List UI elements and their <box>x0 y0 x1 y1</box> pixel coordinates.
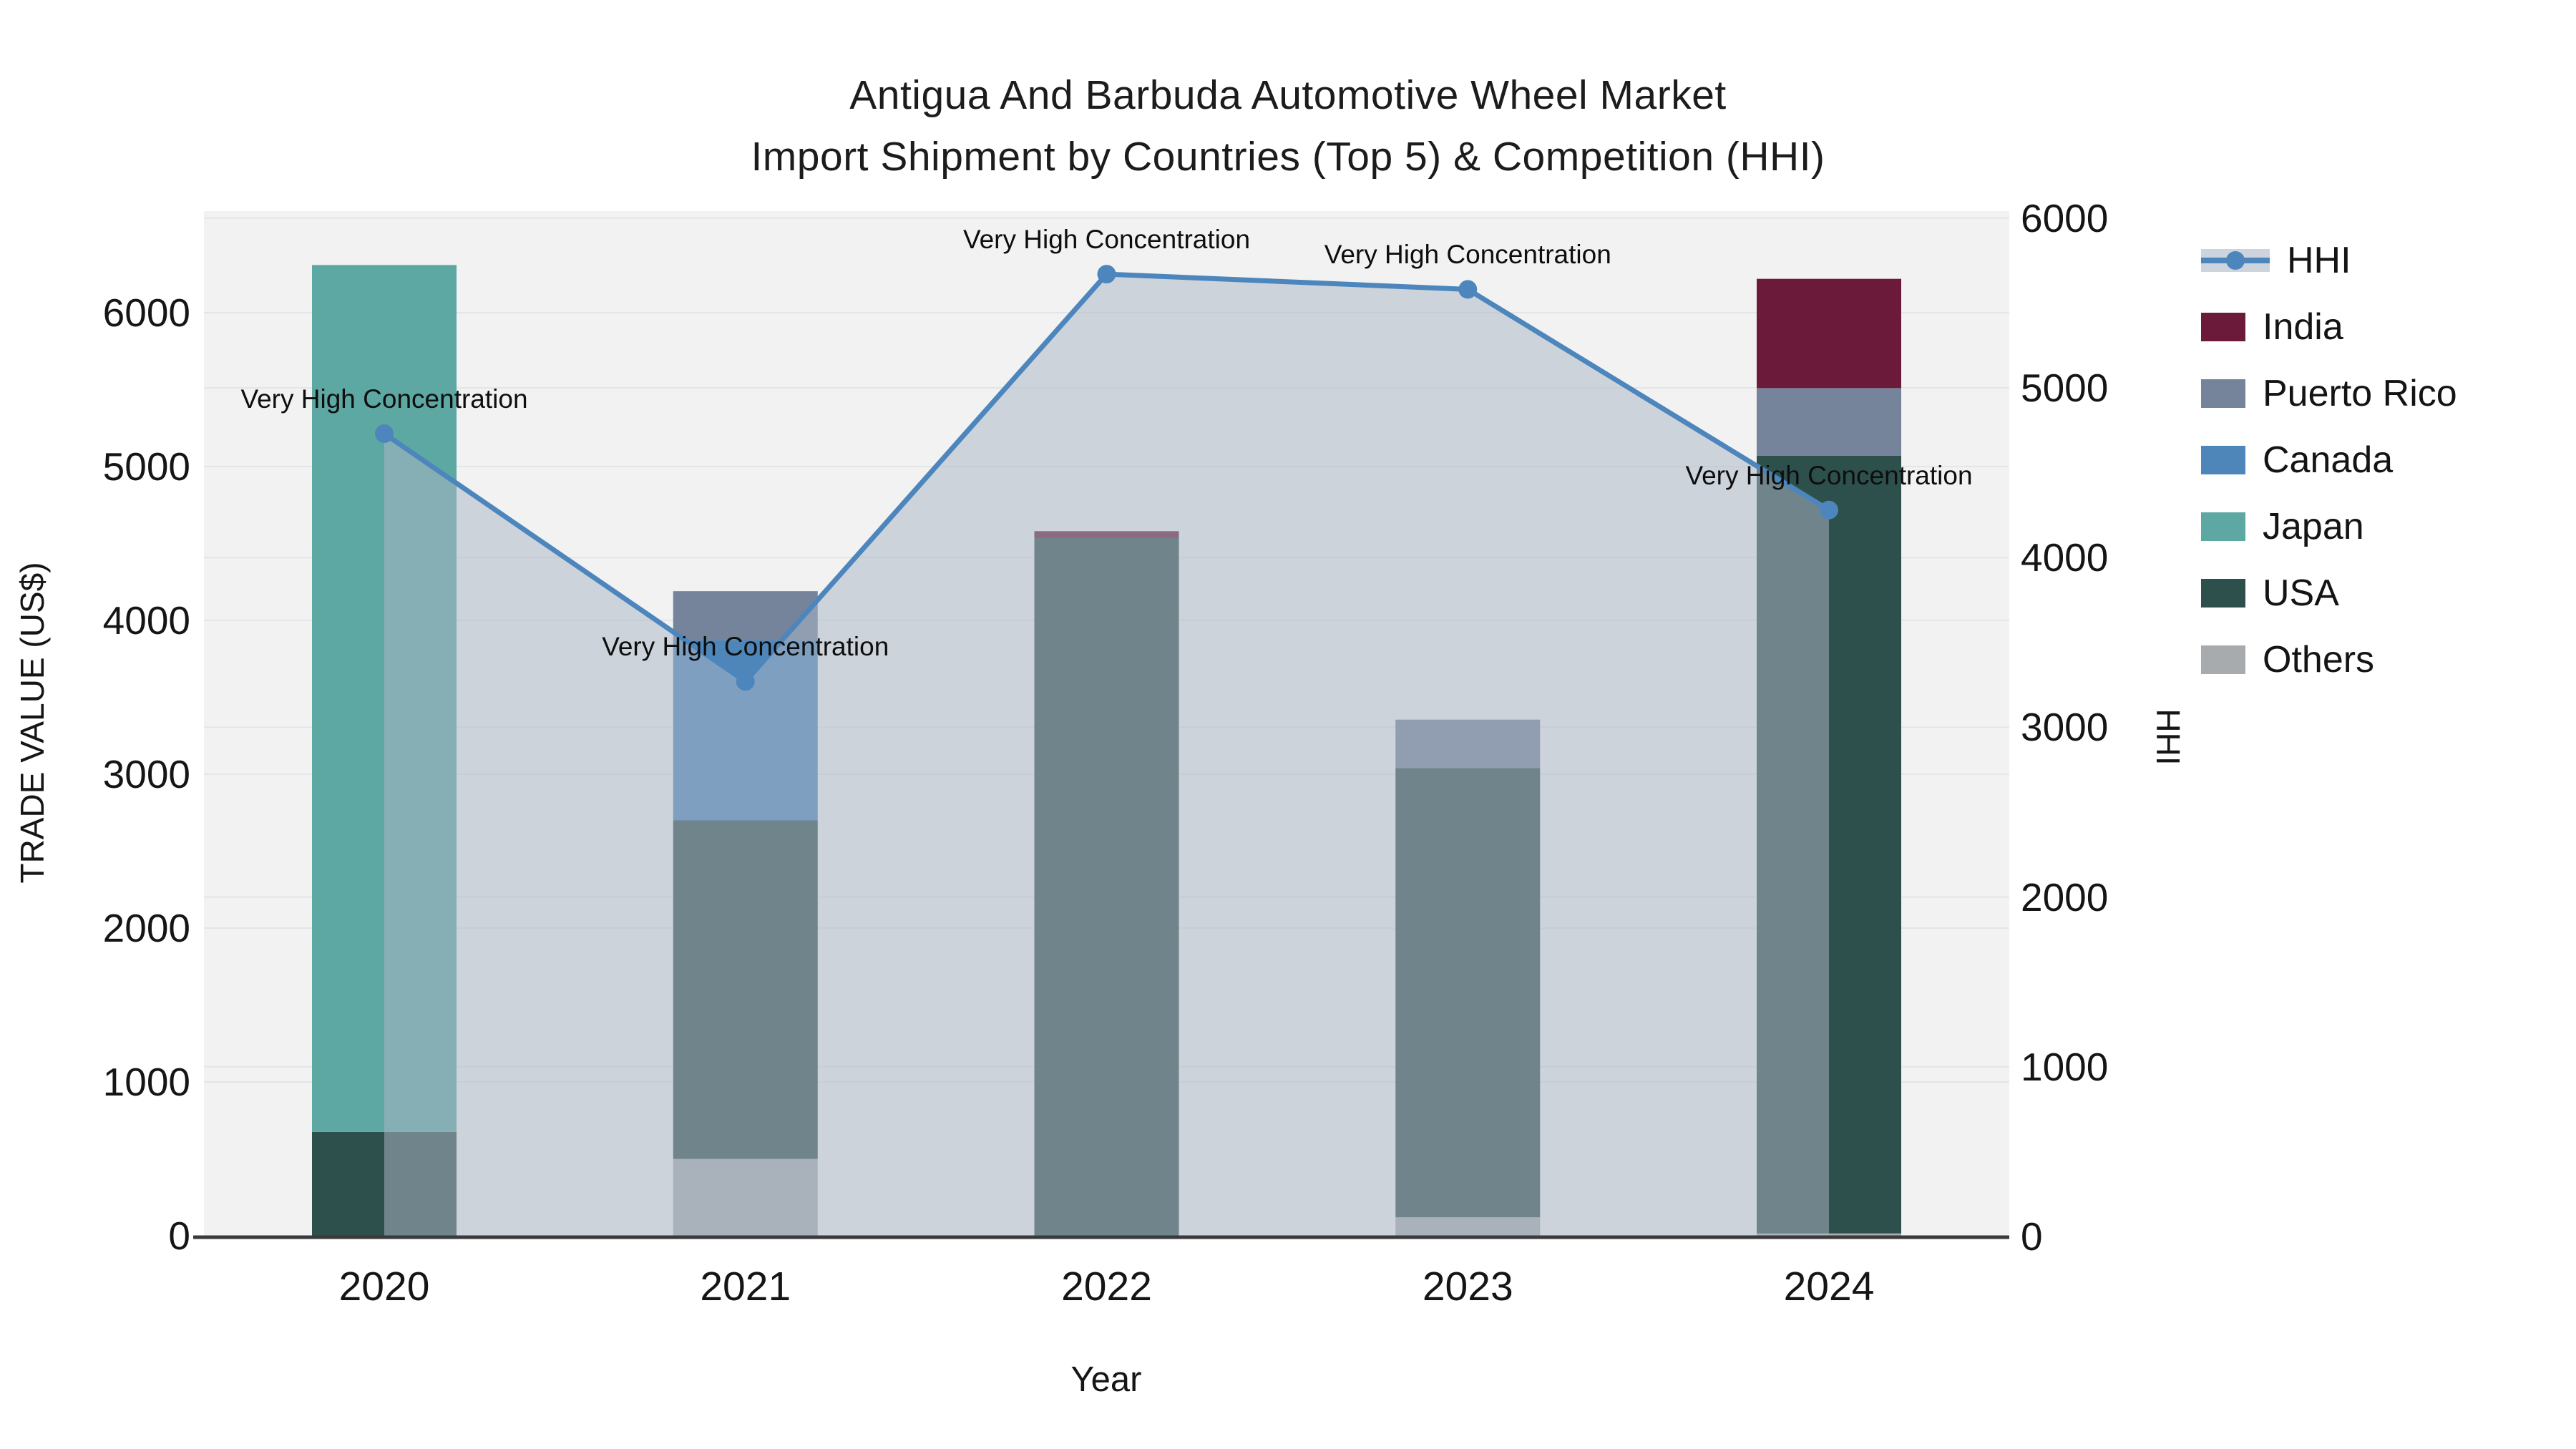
legend-item-puerto-rico: Puerto Rico <box>2201 371 2457 416</box>
right-tick-5000: 5000 <box>2021 366 2109 410</box>
legend-swatch-india <box>2201 313 2245 341</box>
right-tick-1000: 1000 <box>2021 1044 2109 1089</box>
legend-item-japan: Japan <box>2201 504 2364 549</box>
right-tick-3000: 3000 <box>2021 705 2109 750</box>
hhi-area-fill <box>384 274 1829 1236</box>
bar-segment-2024-india <box>1757 278 1901 389</box>
annotation-2021: Very High Concentration <box>602 632 889 662</box>
hhi-marker-2023 <box>1458 280 1478 299</box>
x-tick-2020: 2020 <box>338 1264 430 1309</box>
hhi-marker-2024 <box>1820 500 1838 519</box>
x-tick-2021: 2021 <box>700 1264 791 1309</box>
legend-item-canada: Canada <box>2201 438 2393 482</box>
legend-swatch-japan <box>2201 512 2245 541</box>
legend-item-others: Others <box>2201 638 2374 682</box>
legend-swatch-others <box>2201 645 2245 674</box>
x-tick-2024: 2024 <box>1783 1264 1875 1309</box>
hhi-marker-2022 <box>1097 265 1116 284</box>
legend-label-india: India <box>2263 306 2343 348</box>
legend-swatch-puerto-rico <box>2201 379 2245 408</box>
legend-label-hhi: HHI <box>2287 240 2351 281</box>
chart-title-line2: Import Shipment by Countries (Top 5) & C… <box>751 134 1825 180</box>
legend-label-puerto-rico: Puerto Rico <box>2263 373 2457 414</box>
legend-item-india: India <box>2201 305 2343 349</box>
right-tick-0: 0 <box>2021 1214 2043 1259</box>
legend-item-usa: USA <box>2201 571 2339 615</box>
annotation-2022: Very High Concentration <box>962 225 1251 255</box>
legend-label-usa: USA <box>2263 572 2339 614</box>
legend-label-canada: Canada <box>2263 439 2394 481</box>
legend-label-japan: Japan <box>2263 506 2364 547</box>
hhi-marker-2020 <box>375 424 394 444</box>
legend-swatch-canada <box>2201 446 2245 474</box>
annotation-2024: Very High Concentration <box>1685 460 1973 490</box>
legend-hhi-line-swatch <box>2201 245 2270 276</box>
right-tick-4000: 4000 <box>2021 535 2109 580</box>
legend-item-hhi: HHI <box>2201 238 2351 283</box>
left-tick-4000: 4000 <box>102 598 190 643</box>
annotation-2020: Very High Concentration <box>240 384 528 414</box>
x-axis-title: Year <box>1070 1360 1142 1399</box>
hhi-marker-2021 <box>736 672 755 691</box>
left-tick-3000: 3000 <box>102 752 190 796</box>
chart-title-line1: Antigua And Barbuda Automotive Wheel Mar… <box>849 72 1727 118</box>
left-tick-5000: 5000 <box>102 444 190 489</box>
left-tick-1000: 1000 <box>102 1060 190 1104</box>
x-tick-2023: 2023 <box>1422 1264 1513 1309</box>
legend-swatch-usa <box>2201 579 2245 608</box>
bar-segment-2024-puerto-rico <box>1757 388 1901 456</box>
left-tick-6000: 6000 <box>102 291 190 335</box>
left-tick-0: 0 <box>168 1214 190 1258</box>
x-tick-2022: 2022 <box>1061 1264 1152 1309</box>
right-tick-2000: 2000 <box>2021 874 2109 919</box>
left-tick-2000: 2000 <box>102 906 190 950</box>
right-tick-6000: 6000 <box>2021 195 2109 240</box>
annotation-2023: Very High Concentration <box>1324 240 1611 270</box>
legend-label-others: Others <box>2263 639 2375 680</box>
